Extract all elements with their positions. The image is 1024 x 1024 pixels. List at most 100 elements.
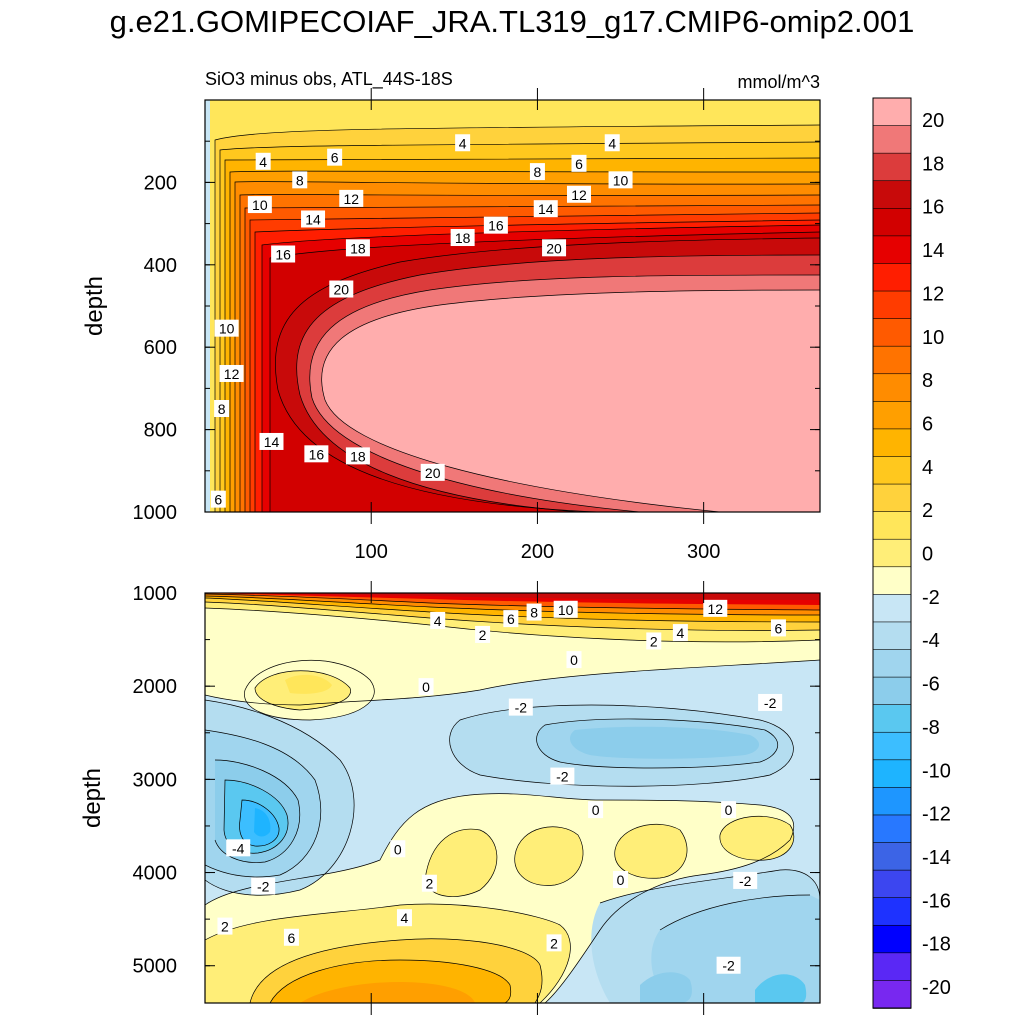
x-tick-label: 300 <box>687 541 720 563</box>
y-tick-label: 1000 <box>133 583 178 605</box>
colorbar-swatch <box>872 208 912 237</box>
contour-label: 14 <box>533 200 558 218</box>
contour-label: 14 <box>259 432 284 450</box>
contour-label: 6 <box>770 619 786 637</box>
colorbar-label: 0 <box>922 544 933 566</box>
colorbar-swatch <box>872 125 912 154</box>
colorbar-label: 10 <box>922 327 944 349</box>
contour-label: -2 <box>716 956 741 974</box>
lower-contour-fill <box>205 593 820 1003</box>
svg-text:16: 16 <box>488 218 504 234</box>
lower-ylabel: depth <box>79 768 106 828</box>
colorbar-label: -8 <box>922 717 940 739</box>
colorbar-swatch <box>872 345 912 375</box>
svg-text:6: 6 <box>507 611 515 627</box>
upper-subtitle: SiO3 minus obs, ATL_44S-18S <box>205 69 453 90</box>
contour-label: 6 <box>210 490 226 508</box>
colorbar-label: 20 <box>922 110 944 132</box>
colorbar-swatch <box>872 649 912 678</box>
contour-label: -4 <box>226 839 251 857</box>
contour-label: 0 <box>588 801 604 819</box>
svg-text:-2: -2 <box>739 873 752 889</box>
contour-label: 0 <box>418 678 434 696</box>
svg-text:14: 14 <box>264 434 280 450</box>
svg-text:18: 18 <box>350 240 366 256</box>
contour-label: 2 <box>217 917 233 935</box>
colorbar-swatch <box>872 731 912 761</box>
colorbar-label: -16 <box>922 890 951 912</box>
svg-text:2: 2 <box>550 935 558 951</box>
contour-label: 0 <box>721 801 737 819</box>
svg-text:8: 8 <box>218 401 226 417</box>
y-tick-label: 800 <box>144 420 177 442</box>
lower-plot-frame <box>204 592 821 1004</box>
colorbar-label: -6 <box>922 674 940 696</box>
colorbar-swatch <box>872 897 912 927</box>
svg-text:0: 0 <box>725 802 733 818</box>
colorbar-label: 2 <box>922 500 933 522</box>
colorbar-swatch <box>872 456 912 485</box>
figure-title: g.e21.GOMIPECOIAF_JRA.TL319_g17.CMIP6-om… <box>109 4 915 39</box>
colorbar-swatch <box>872 952 912 982</box>
contour-label: 2 <box>475 625 491 643</box>
x-tick-label: 200 <box>521 541 554 563</box>
upper-ylabel: depth <box>81 276 108 336</box>
y-tick-label: 5000 <box>133 956 178 978</box>
colorbar-swatch <box>872 401 912 430</box>
svg-text:18: 18 <box>350 448 366 464</box>
upper-units: mmol/m^3 <box>738 72 820 92</box>
contour-label: 10 <box>553 600 578 618</box>
contour-label: 20 <box>542 239 567 257</box>
colorbar-swatch <box>872 787 912 816</box>
svg-text:0: 0 <box>592 802 600 818</box>
colorbar-swatch <box>872 373 912 403</box>
svg-text:20: 20 <box>546 240 562 256</box>
contour-label: 6 <box>503 610 519 628</box>
svg-text:10: 10 <box>219 321 235 337</box>
colorbar-label: 4 <box>922 457 933 479</box>
svg-text:-4: -4 <box>232 840 245 856</box>
contour-label: 2 <box>421 874 437 892</box>
contour-label: 10 <box>214 319 239 337</box>
colorbar-swatch <box>872 538 912 568</box>
colorbar-swatch <box>872 263 912 292</box>
svg-text:4: 4 <box>676 625 684 641</box>
svg-text:-2: -2 <box>257 879 270 895</box>
y-tick-label: 1000 <box>133 502 178 524</box>
svg-text:2: 2 <box>650 633 658 649</box>
contour-label: 20 <box>329 280 354 298</box>
colorbar-label: 12 <box>922 283 944 305</box>
svg-text:4: 4 <box>259 154 267 170</box>
contour-label: 0 <box>613 871 629 888</box>
colorbar-swatch <box>872 97 912 127</box>
colorbar-swatch <box>872 759 912 789</box>
svg-text:0: 0 <box>394 841 402 857</box>
contour-label: 8 <box>529 163 545 181</box>
contour-label: 10 <box>608 171 633 189</box>
colorbar-swatch <box>872 483 912 513</box>
y-tick-label: 600 <box>144 337 177 359</box>
colorbar-swatch <box>872 511 912 541</box>
svg-text:4: 4 <box>459 135 467 151</box>
colorbar-label: -14 <box>922 847 951 869</box>
x-tick-label: 100 <box>355 541 388 563</box>
colorbar-swatch <box>872 594 912 623</box>
y-tick-label: 2000 <box>133 676 178 698</box>
contour-label: -2 <box>550 767 575 785</box>
upper-contour-labels: 4 4 4 6 6 8 8 10 10 12 12 14 14 16 16 18 18 20 20 10 12 8 14 16… <box>210 134 633 508</box>
contour-label: 18 <box>345 239 370 257</box>
contour-label: 4 <box>672 624 688 642</box>
contour-label: 8 <box>292 171 308 189</box>
colorbar-label: 16 <box>922 197 944 219</box>
svg-text:20: 20 <box>334 282 350 298</box>
contour-label: 6 <box>327 148 343 166</box>
svg-text:10: 10 <box>252 197 268 213</box>
colorbar-swatch <box>872 180 912 210</box>
colorbar-label: -2 <box>922 587 940 609</box>
contour-label: 0 <box>390 840 406 858</box>
contour-label: 12 <box>339 189 364 207</box>
contour-label: -2 <box>508 698 533 716</box>
